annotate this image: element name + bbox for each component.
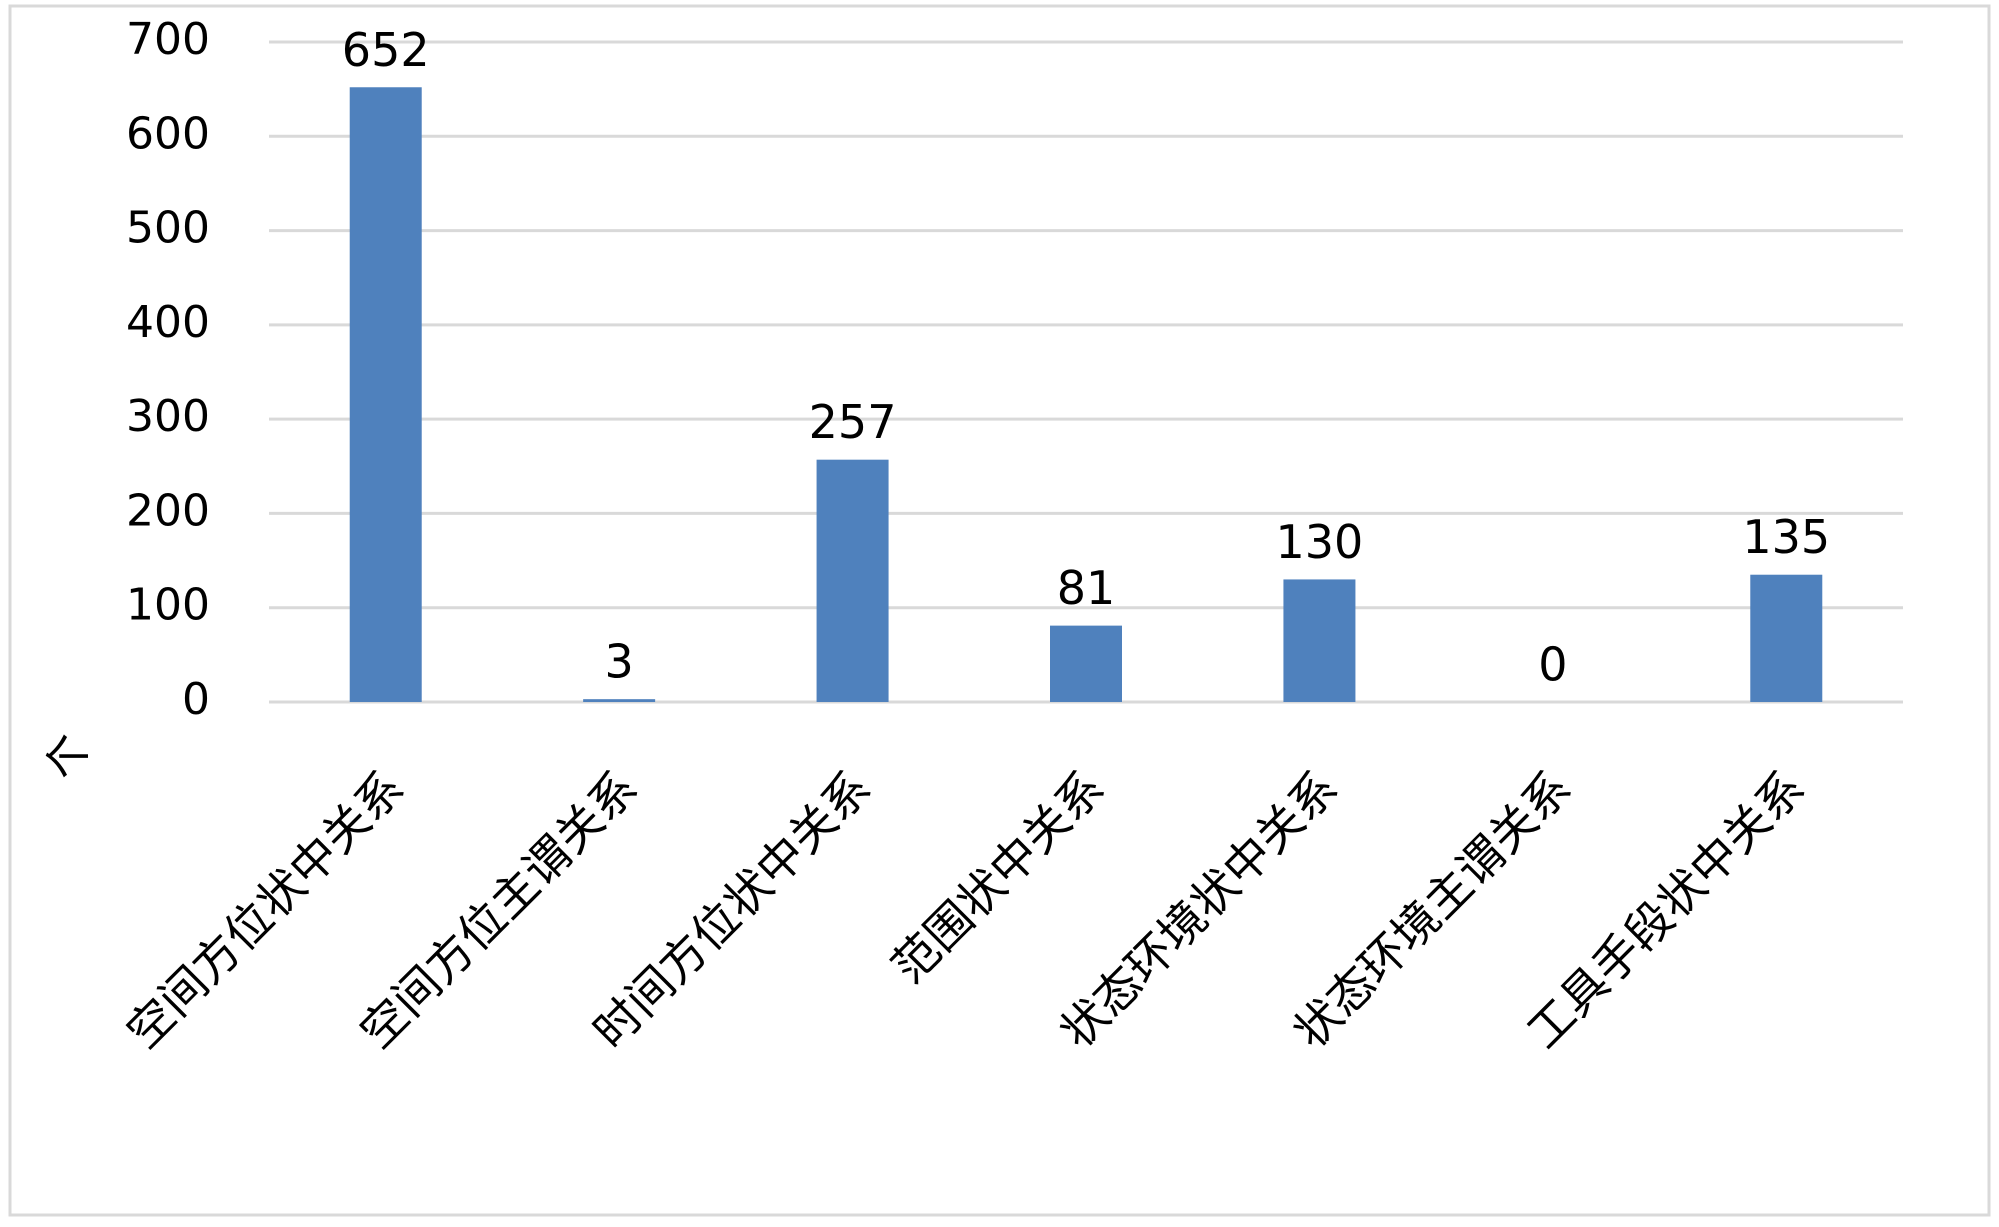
- data-label: 652: [342, 23, 430, 77]
- data-label: 81: [1057, 561, 1116, 615]
- y-tick-label: 700: [126, 14, 210, 65]
- data-label: 130: [1276, 515, 1364, 569]
- bar: [816, 459, 889, 702]
- data-label: 135: [1742, 510, 1830, 564]
- y-tick-label: 0: [182, 674, 210, 725]
- bar: [349, 87, 422, 702]
- data-label: 257: [809, 395, 897, 449]
- data-label: 0: [1538, 638, 1567, 692]
- chart-frame: [8, 4, 1991, 1217]
- y-tick-label: 500: [126, 203, 210, 254]
- y-tick-label: 300: [126, 391, 210, 442]
- y-tick-label: 400: [126, 297, 210, 348]
- bar: [1283, 579, 1356, 702]
- bar: [1050, 625, 1122, 702]
- y-tick-label: 600: [126, 108, 210, 159]
- y-tick-label: 200: [126, 485, 210, 536]
- bar: [1750, 574, 1823, 702]
- y-axis-label: 个: [42, 733, 96, 779]
- data-label: 3: [605, 635, 634, 689]
- bar: [583, 699, 656, 702]
- y-tick-label: 100: [126, 580, 210, 631]
